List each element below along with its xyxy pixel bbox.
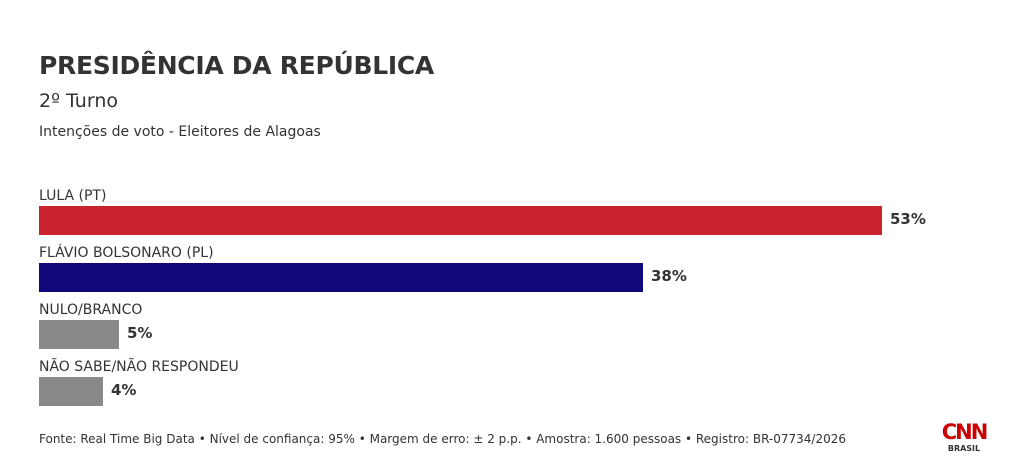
- bar-row: FLÁVIO BOLSONARO (PL) 38%: [39, 245, 999, 297]
- bar-row: NULO/BRANCO 5%: [39, 302, 999, 354]
- bar-category-label: FLÁVIO BOLSONARO (PL): [39, 245, 214, 261]
- bar-category-label: NÃO SABE/NÃO RESPONDEU: [39, 359, 239, 375]
- chart-title: PRESIDÊNCIA DA REPÚBLICA: [39, 51, 434, 80]
- bar-value-label: 4%: [111, 381, 137, 399]
- bar: [39, 206, 882, 235]
- logo-wordmark: CNN: [941, 420, 989, 444]
- bar-value-label: 38%: [651, 267, 687, 285]
- bar-value-label: 5%: [127, 324, 153, 342]
- chart-subtitle: 2º Turno: [39, 90, 118, 112]
- bar: [39, 263, 643, 292]
- chart-description: Intenções de voto - Eleitores de Alagoas: [39, 124, 321, 140]
- source-footnote: Fonte: Real Time Big Data • Nível de con…: [39, 432, 847, 446]
- bar-row: LULA (PT) 53%: [39, 188, 999, 240]
- bar-row: NÃO SABE/NÃO RESPONDEU 4%: [39, 359, 999, 411]
- bar-category-label: LULA (PT): [39, 188, 107, 204]
- bar-category-label: NULO/BRANCO: [39, 302, 143, 318]
- cnn-brasil-logo: CNN BRASIL: [940, 420, 989, 456]
- bar-value-label: 53%: [890, 210, 926, 228]
- bar: [39, 320, 119, 349]
- logo-subtext: BRASIL: [947, 444, 981, 453]
- bar: [39, 377, 103, 406]
